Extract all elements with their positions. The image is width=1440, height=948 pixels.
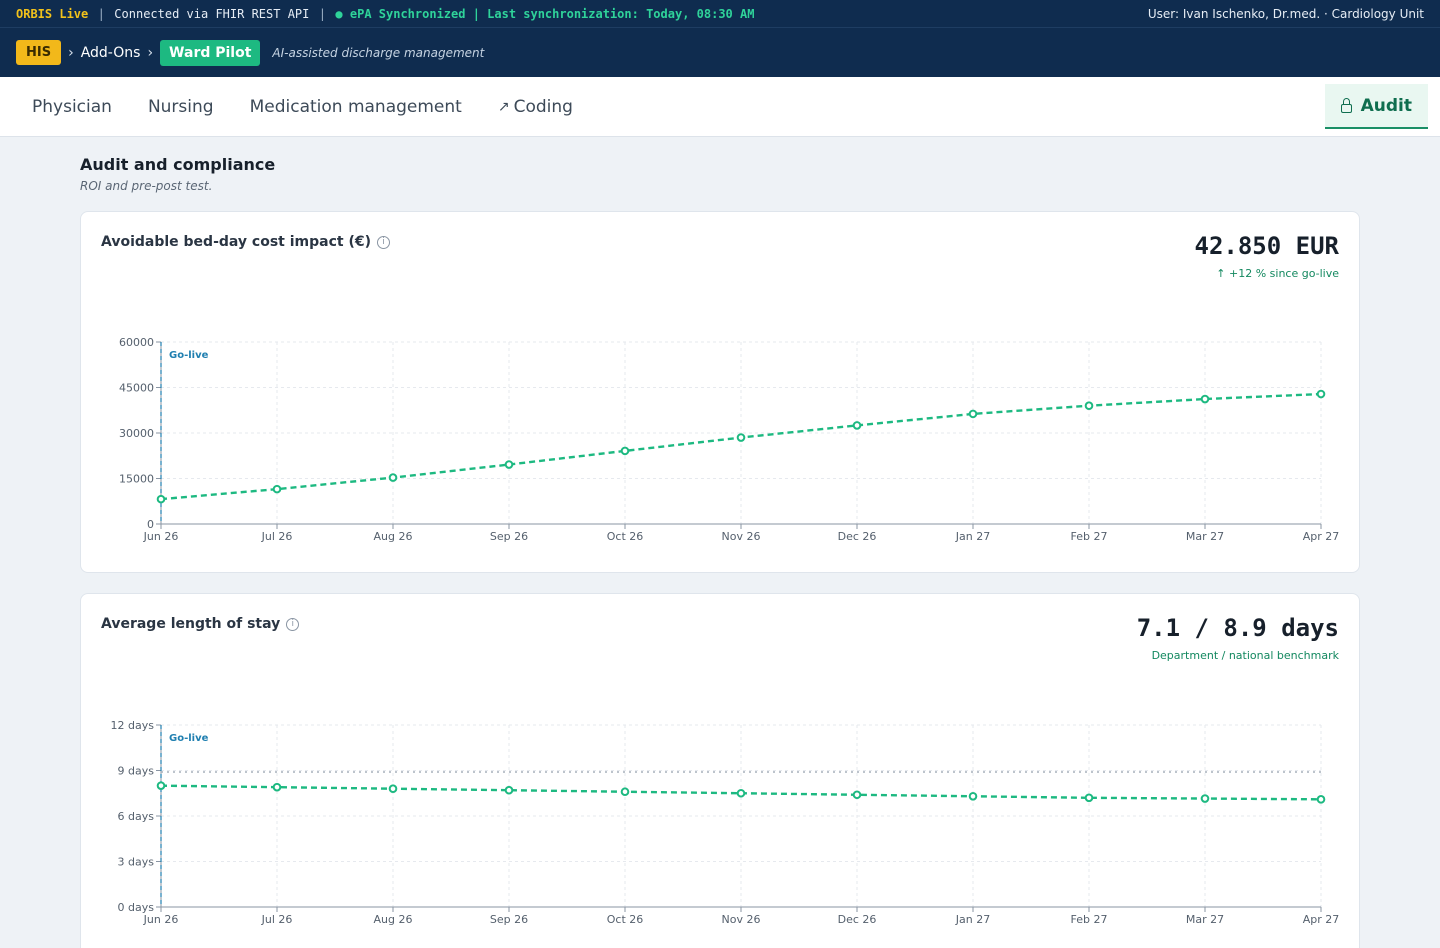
tab-medication-management[interactable]: Medication management	[250, 77, 462, 137]
x-tick-label: Feb 27	[1071, 530, 1108, 543]
go-live-label: Go-live	[169, 350, 209, 361]
kpi-trend: ↑ +12 % since go-live	[1216, 267, 1339, 280]
breadcrumb: HIS › Add-Ons › Ward Pilot AI-assisted d…	[0, 27, 1440, 77]
data-point	[968, 409, 978, 419]
separator: |	[320, 6, 325, 21]
data-point	[968, 791, 978, 801]
tab-label: Medication management	[249, 96, 462, 117]
x-tick-label: Feb 27	[1071, 913, 1108, 926]
separator: |	[99, 6, 104, 21]
data-point	[1316, 389, 1326, 399]
data-point	[736, 433, 746, 442]
data-point	[388, 473, 398, 482]
connection-status: Connected via FHIR REST API	[114, 6, 310, 21]
go-live-label: Go-live	[169, 733, 209, 744]
lock-icon	[1340, 97, 1352, 113]
data-point	[504, 460, 514, 469]
x-tick-label: Dec 26	[838, 913, 877, 926]
card-title-text: Avoidable bed-day cost impact (€)	[101, 234, 371, 250]
status-bar: ORBIS Live | Connected via FHIR REST API…	[0, 0, 1440, 27]
x-tick-label: Mar 27	[1186, 530, 1224, 543]
info-icon[interactable]: i	[377, 235, 390, 249]
data-point	[272, 782, 282, 792]
y-tick-label: 3 days	[118, 856, 155, 869]
x-tick-label: Mar 27	[1186, 913, 1224, 926]
data-point	[272, 484, 282, 494]
y-tick-label: 45000	[119, 382, 154, 395]
chevron-right-icon: ›	[147, 44, 154, 61]
data-point	[156, 494, 166, 504]
x-tick-label: Oct 26	[607, 913, 644, 926]
card-title-text: Average length of stay	[101, 616, 281, 632]
x-tick-label: Jan 27	[955, 530, 990, 543]
data-point	[852, 421, 862, 430]
tab-audit[interactable]: Audit	[1324, 84, 1428, 129]
kpi-benchmark: Department / national benchmark	[1151, 649, 1339, 662]
sync-status: ● ePA Synchronized | Last synchronizatio…	[335, 6, 755, 21]
data-point	[1200, 394, 1210, 404]
y-tick-label: 60000	[119, 336, 154, 349]
module-tabs: Physician Nursing Medication management …	[0, 77, 1440, 137]
kpi-value: 42.850 EUR	[1194, 232, 1340, 260]
x-tick-label: Apr 27	[1303, 530, 1340, 543]
section-subtitle: ROI and pre-post test.	[80, 179, 213, 193]
data-point	[620, 446, 630, 456]
external-link-icon: ↗	[497, 98, 510, 115]
kpi-value: 7.1 / 8.9 days	[1136, 614, 1339, 642]
x-tick-label: Jan 27	[955, 913, 990, 926]
data-point	[156, 781, 166, 790]
info-icon[interactable]: i	[286, 617, 300, 631]
x-tick-label: Jun 26	[143, 913, 179, 926]
data-point	[852, 790, 862, 800]
x-tick-label: Apr 27	[1303, 913, 1340, 926]
x-tick-label: Aug 26	[374, 530, 413, 543]
data-point	[388, 784, 398, 793]
x-tick-label: Dec 26	[838, 530, 877, 543]
y-tick-label: 0	[147, 518, 154, 531]
x-tick-label: Sep 26	[490, 913, 528, 926]
chevron-right-icon: ›	[68, 44, 74, 61]
y-tick-label: 30000	[119, 427, 154, 440]
data-point	[1200, 794, 1210, 803]
y-tick-label: 6 days	[118, 810, 155, 823]
cost-impact-card: Avoidable bed-day cost impact (€) i 42.8…	[80, 211, 1360, 573]
card-title: Average length of stay i	[101, 616, 300, 632]
product-tagline: AI-assisted discharge management	[272, 45, 485, 60]
y-tick-label: 12 days	[111, 719, 155, 732]
tab-label: Coding	[513, 96, 573, 117]
live-indicator: ORBIS Live	[16, 6, 89, 21]
x-tick-label: Nov 26	[722, 913, 761, 926]
data-point	[1084, 401, 1094, 410]
data-point	[620, 787, 630, 797]
x-tick-label: Jul 26	[261, 913, 293, 926]
tab-coding[interactable]: ↗ Coding	[498, 77, 573, 137]
y-tick-label: 15000	[119, 473, 154, 486]
data-point	[1084, 793, 1094, 803]
tab-label: Nursing	[147, 96, 214, 117]
x-tick-label: Nov 26	[722, 530, 761, 543]
length-of-stay-card: Average length of stay i 7.1 / 8.9 days …	[80, 593, 1360, 948]
his-badge[interactable]: HIS	[16, 40, 62, 65]
x-tick-label: Oct 26	[607, 530, 644, 543]
tab-label: Physician	[32, 96, 112, 117]
x-tick-label: Jun 26	[143, 530, 179, 543]
data-point	[504, 785, 514, 795]
x-tick-label: Aug 26	[374, 913, 413, 926]
y-tick-label: 9 days	[118, 765, 155, 778]
product-badge[interactable]: Ward Pilot	[160, 39, 261, 66]
data-point	[1316, 795, 1326, 804]
y-tick-label: 0 days	[118, 901, 155, 914]
breadcrumb-addons[interactable]: Add-Ons	[80, 44, 141, 61]
card-title: Avoidable bed-day cost impact (€) i	[101, 234, 390, 250]
data-point	[736, 788, 746, 798]
x-tick-label: Sep 26	[490, 530, 528, 543]
section-title: Audit and compliance	[80, 155, 276, 174]
tab-nursing[interactable]: Nursing	[148, 77, 214, 137]
user-info: User: Ivan Ischenko, Dr.med. · Cardiolog…	[1147, 6, 1424, 21]
tab-label: Audit	[1360, 95, 1412, 116]
cost-impact-chart: 0 15000 30000 45000 60000 Jun 26 Jul 26 Aug 26 S…	[119, 336, 1340, 543]
length-of-stay-chart: 0 days 3 days 6 days 9 days 12 days Jun 26 Jul…	[111, 719, 1340, 926]
x-tick-label: Jul 26	[261, 530, 293, 543]
tab-physician[interactable]: Physician	[32, 77, 112, 137]
